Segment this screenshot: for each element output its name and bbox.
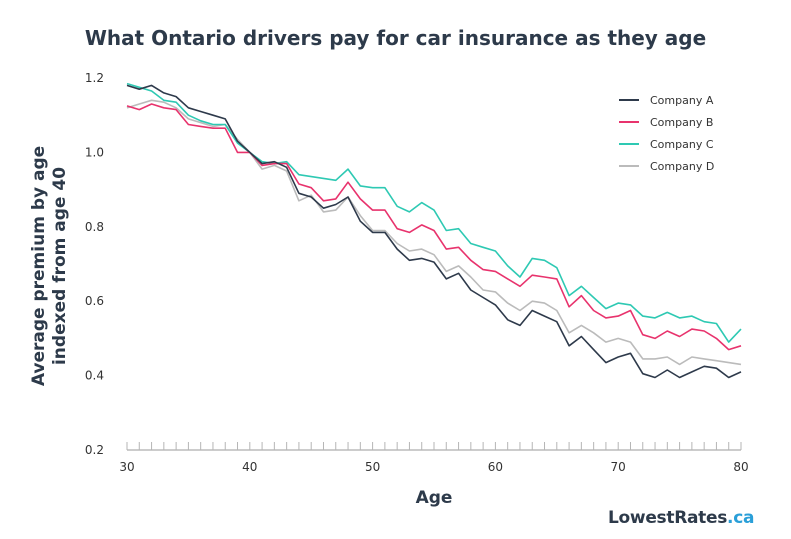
x-tick-label: 30: [119, 460, 134, 474]
chart-title: What Ontario drivers pay for car insuran…: [84, 26, 707, 50]
legend-label: Company A: [650, 94, 714, 107]
axis-titles: Age Average premium by ageindexed from ag…: [29, 146, 452, 508]
legend: Company A Company B Company C Company D: [619, 94, 714, 173]
x-tick-label: 70: [611, 460, 626, 474]
x-tick-label: 40: [242, 460, 257, 474]
series-line-company-a: [126, 84, 742, 379]
y-tick-label: 0.4: [85, 369, 104, 383]
x-tick-label: 80: [733, 460, 748, 474]
y-axis-title-line: Average premium by age: [29, 146, 49, 386]
x-tick-label: 60: [488, 460, 503, 474]
y-tick-label: 0.8: [85, 220, 104, 234]
brand-name: LowestRates: [608, 508, 728, 528]
y-tick-label: 1.2: [85, 71, 104, 85]
series-line-company-c: [126, 82, 742, 343]
legend-label: Company D: [650, 160, 714, 173]
y-axis-title: Average premium by ageindexed from age 4…: [29, 146, 70, 386]
axes: 30 40 50 60 70 80 0.2 0.4 0.6 0.8 1.0 1.2: [85, 71, 749, 474]
legend-label: Company B: [650, 116, 713, 129]
series-line-company-d: [126, 99, 742, 366]
y-axis-title-line: indexed from age 40: [50, 167, 70, 365]
series-layer: [126, 82, 742, 379]
legend-label: Company C: [650, 138, 714, 151]
x-axis-title: Age: [416, 488, 453, 508]
y-tick-label: 0.2: [85, 443, 104, 457]
brand-suffix: .ca: [727, 508, 755, 528]
brand-logo: LowestRates.ca: [608, 508, 754, 528]
x-tick-label: 50: [365, 460, 380, 474]
series-line-company-b: [126, 103, 742, 351]
y-tick-label: 1.0: [85, 145, 104, 159]
y-tick-label: 0.6: [85, 294, 104, 308]
